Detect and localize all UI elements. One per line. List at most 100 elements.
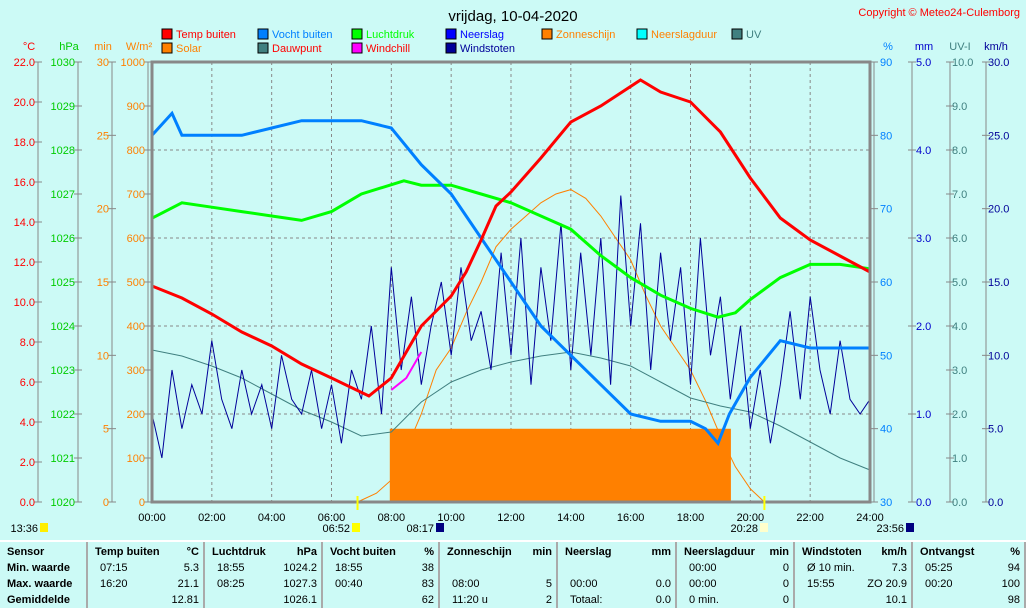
axis-tick-label: 10.0 — [952, 57, 973, 69]
axis-tick-label: 3.0 — [952, 365, 967, 377]
stats-header: Neerslagduur — [684, 546, 755, 558]
axis-tick-label: 1029 — [51, 101, 75, 113]
marker-time: 23:56 — [876, 523, 904, 535]
axis-tick-label: 5.0 — [988, 424, 1003, 436]
axis-tick-label: 1025 — [51, 277, 75, 289]
axis-unit-label: W/m² — [126, 41, 153, 53]
stats-cell: 0 — [782, 578, 789, 590]
legend-label: Temp buiten — [176, 29, 236, 41]
marker-time: 08:17 — [406, 523, 434, 535]
axis-unit-label: mm — [915, 41, 933, 53]
stats-cell: 12.81 — [171, 594, 199, 606]
stats-cell: 7.3 — [891, 562, 907, 574]
stats-cell: Max. waarde — [7, 578, 73, 590]
stats-header: km/h — [881, 546, 907, 558]
stats-header: Luchtdruk — [212, 546, 266, 558]
marker-time: 20:28 — [730, 523, 758, 535]
stats-cell: 94 — [1007, 562, 1020, 574]
stats-cell: 00:00 — [689, 578, 717, 590]
stats-header: Ontvangst — [920, 546, 975, 558]
axis-tick-label: 900 — [127, 101, 145, 113]
legend-swatch — [161, 28, 173, 40]
legend: Temp buiten Solar Vocht buiten Dauwpunt Luch… — [161, 28, 762, 55]
x-tick-label: 22:00 — [796, 512, 824, 524]
stats-cell: Totaal: — [570, 594, 603, 606]
axis-tick-label: 5.0 — [916, 57, 931, 69]
axis-tick-label: 3.0 — [916, 233, 931, 245]
marker-time: 13:36 — [10, 523, 38, 535]
stats-header: mm — [651, 546, 671, 558]
legend-swatch — [161, 42, 173, 54]
x-tick-label: 20:00 — [737, 512, 765, 524]
axis-tick-label: 50 — [880, 350, 892, 362]
stats-cell: 05:25 — [925, 562, 953, 574]
axis-unit-label: °C — [23, 41, 35, 53]
stats-column: Neerslag mm 00:00 0.0 Totaal: 0.0 — [558, 542, 677, 608]
stats-header: Windstoten — [802, 546, 862, 558]
series-windstoten — [151, 195, 871, 459]
stats-cell: 11:20 u — [452, 594, 488, 606]
axis-tick-label: 1030 — [51, 57, 75, 69]
sun-moon-icon — [760, 523, 768, 532]
stats-cell: Min. waarde — [7, 562, 70, 574]
stats-header: Zonneschijn — [447, 546, 512, 558]
axis-tick-label: 10.0 — [988, 350, 1009, 362]
stats-cell: 18:55 — [217, 562, 245, 574]
axis-unit-label: min — [94, 41, 112, 53]
stats-cell: 0.0 — [655, 594, 671, 606]
sun-moon-icon — [352, 523, 360, 532]
series-layer — [150, 60, 872, 504]
axis-tick-label: 20.0 — [14, 97, 35, 109]
axis-tick-label: 200 — [127, 409, 145, 421]
stats-header: Vocht buiten — [330, 546, 396, 558]
stats-column: Vocht buiten% 18:55 38 00:40 83 62 — [323, 542, 440, 608]
legend-label: Windstoten — [460, 43, 515, 55]
stats-cell: 00:40 — [335, 578, 363, 590]
stats-cell: Gemiddelde — [7, 594, 70, 606]
stats-cell: 62 — [421, 594, 434, 606]
stats-cell: 5.3 — [183, 562, 199, 574]
stats-cell: 0 — [782, 562, 789, 574]
stats-column: Zonneschijn min 08:00 5 11:20 u 2 — [440, 542, 558, 608]
axis-tick-label: 60 — [880, 277, 892, 289]
axis-tick-label: 1024 — [51, 321, 75, 333]
axis-tick-label: 20 — [97, 204, 109, 216]
series-solar — [357, 189, 765, 503]
axis-tick-label: 500 — [127, 277, 145, 289]
stats-column: Windstoten km/h Ø 10 min. 7.3 15:55 ZO 20.9 10… — [795, 542, 913, 608]
legend-label: Solar — [176, 43, 202, 55]
weather-chart: vrijdag, 10-04-2020 Copyright © Meteo24-… — [10, 7, 1020, 535]
legend-swatch — [541, 28, 553, 40]
series-dauwpunt — [151, 349, 871, 471]
axis-tick-label: 25.0 — [988, 130, 1009, 142]
axis-tick-label: 20.0 — [988, 204, 1009, 216]
statistics-table: Sensor Min. waarde Max. waarde Gemiddelde Te… — [0, 540, 1026, 608]
stats-cell: 08:25 — [217, 578, 245, 590]
axis-tick-label: 8.0 — [952, 145, 967, 157]
legend-label: UV — [746, 29, 762, 41]
stats-header: min — [532, 546, 552, 558]
axis-tick-label: 30 — [97, 57, 109, 69]
sun-moon-icon — [40, 523, 48, 532]
axis-tick-label: 0 — [103, 497, 109, 509]
stats-header: % — [1010, 546, 1020, 558]
stats-cell: 1026.1 — [283, 594, 317, 606]
axis-tick-label: 80 — [880, 130, 892, 142]
stats-column: Ontvangst% 05:25 94 00:20 100 98 — [913, 542, 1026, 608]
stats-cell: 0 min. — [689, 594, 719, 606]
axis-tick-label: 0.0 — [952, 497, 967, 509]
axis-tick-label: 90 — [880, 57, 892, 69]
axis-tick-label: 0 — [139, 497, 145, 509]
axis-tick-label: 6.0 — [20, 377, 35, 389]
axis-tick-label: 600 — [127, 233, 145, 245]
axis-tick-label: 0.0 — [916, 497, 931, 509]
x-tick-label: 18:00 — [677, 512, 705, 524]
axis-tick-label: 30.0 — [988, 57, 1009, 69]
legend-label: Vocht buiten — [272, 29, 333, 41]
stats-cell: 5 — [545, 578, 552, 590]
legend-swatch — [445, 42, 457, 54]
axis-tick-label: 700 — [127, 189, 145, 201]
stats-cell: 08:00 — [452, 578, 480, 590]
stats-header: Sensor — [7, 546, 45, 558]
